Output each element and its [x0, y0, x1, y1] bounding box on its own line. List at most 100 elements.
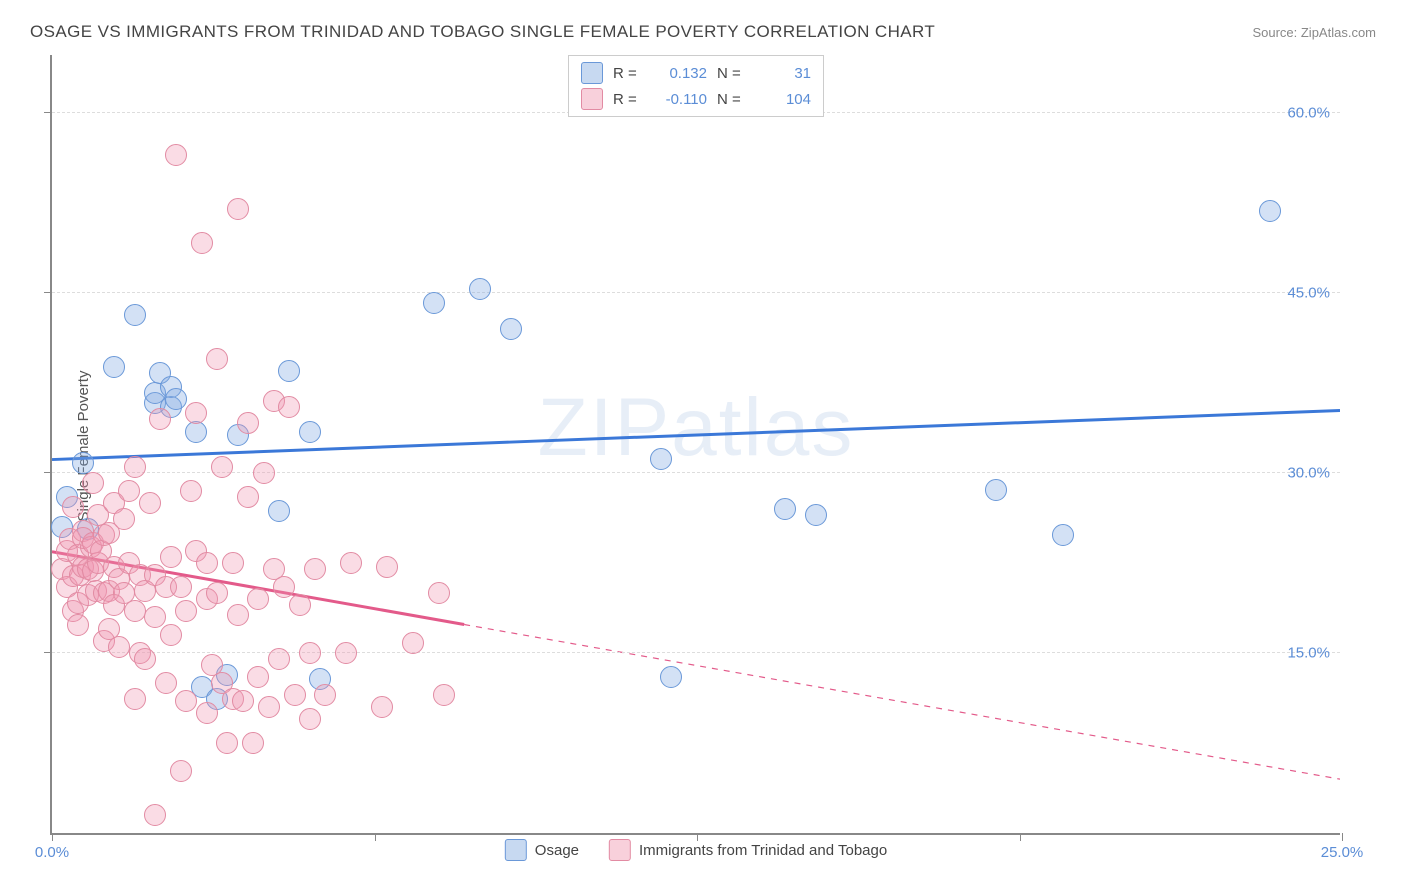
data-point	[278, 396, 300, 418]
y-tick-label: 30.0%	[1287, 465, 1330, 482]
legend-r-value: -0.110	[655, 91, 707, 108]
data-point	[299, 421, 321, 443]
data-point	[113, 508, 135, 530]
series-legend: Osage Immigrants from Trinidad and Tobago	[505, 839, 887, 861]
data-point	[284, 684, 306, 706]
gridline	[52, 292, 1340, 293]
data-point	[237, 486, 259, 508]
data-point	[268, 500, 290, 522]
legend-n-value: 31	[759, 65, 811, 82]
correlation-legend: R =0.132N =31R =-0.110N =104	[568, 55, 824, 117]
legend-n-label: N =	[717, 65, 749, 82]
legend-series-label: Immigrants from Trinidad and Tobago	[639, 842, 887, 859]
legend-swatch	[505, 839, 527, 861]
x-tick-mark	[1342, 833, 1343, 841]
data-point	[67, 614, 89, 636]
regression-lines	[52, 55, 1340, 833]
y-tick-label: 45.0%	[1287, 285, 1330, 302]
data-point	[650, 448, 672, 470]
data-point	[124, 688, 146, 710]
data-point	[304, 558, 326, 580]
chart-container: OSAGE VS IMMIGRANTS FROM TRINIDAD AND TO…	[0, 0, 1406, 892]
data-point	[160, 624, 182, 646]
legend-item: Osage	[505, 839, 579, 861]
data-point	[103, 356, 125, 378]
data-point	[206, 582, 228, 604]
title-bar: OSAGE VS IMMIGRANTS FROM TRINIDAD AND TO…	[30, 22, 1376, 42]
data-point	[805, 504, 827, 526]
legend-swatch	[581, 62, 603, 84]
data-point	[232, 690, 254, 712]
x-tick-mark	[697, 833, 698, 841]
data-point	[428, 582, 450, 604]
data-point	[170, 576, 192, 598]
data-point	[469, 278, 491, 300]
data-point	[268, 648, 290, 670]
legend-swatch	[581, 88, 603, 110]
data-point	[227, 198, 249, 220]
legend-r-label: R =	[613, 91, 645, 108]
data-point	[227, 604, 249, 626]
legend-series-label: Osage	[535, 842, 579, 859]
legend-swatch	[609, 839, 631, 861]
data-point	[82, 472, 104, 494]
legend-row: R =0.132N =31	[581, 60, 811, 86]
legend-n-label: N =	[717, 91, 749, 108]
x-tick-label: 0.0%	[35, 844, 69, 861]
gridline	[52, 652, 1340, 653]
data-point	[278, 360, 300, 382]
data-point	[165, 144, 187, 166]
data-point	[371, 696, 393, 718]
data-point	[1052, 524, 1074, 546]
data-point	[206, 348, 228, 370]
data-point	[1259, 200, 1281, 222]
data-point	[134, 648, 156, 670]
legend-n-value: 104	[759, 91, 811, 108]
data-point	[175, 600, 197, 622]
data-point	[774, 498, 796, 520]
data-point	[144, 804, 166, 826]
data-point	[247, 666, 269, 688]
data-point	[139, 492, 161, 514]
data-point	[660, 666, 682, 688]
chart-title: OSAGE VS IMMIGRANTS FROM TRINIDAD AND TO…	[30, 22, 935, 42]
data-point	[253, 462, 275, 484]
data-point	[196, 552, 218, 574]
data-point	[340, 552, 362, 574]
data-point	[376, 556, 398, 578]
data-point	[124, 600, 146, 622]
data-point	[247, 588, 269, 610]
data-point	[165, 388, 187, 410]
data-point	[170, 760, 192, 782]
data-point	[314, 684, 336, 706]
y-tick-mark	[44, 652, 52, 653]
data-point	[149, 408, 171, 430]
x-tick-mark	[1020, 833, 1021, 841]
data-point	[185, 421, 207, 443]
data-point	[299, 708, 321, 730]
x-tick-mark	[52, 833, 53, 841]
y-tick-label: 15.0%	[1287, 645, 1330, 662]
data-point	[335, 642, 357, 664]
data-point	[222, 552, 244, 574]
data-point	[185, 402, 207, 424]
x-tick-label: 25.0%	[1321, 844, 1364, 861]
data-point	[108, 636, 130, 658]
data-point	[118, 480, 140, 502]
data-point	[299, 642, 321, 664]
legend-r-label: R =	[613, 65, 645, 82]
data-point	[175, 690, 197, 712]
data-point	[124, 456, 146, 478]
data-point	[289, 594, 311, 616]
y-tick-mark	[44, 472, 52, 473]
legend-item: Immigrants from Trinidad and Tobago	[609, 839, 887, 861]
y-tick-label: 60.0%	[1287, 105, 1330, 122]
data-point	[985, 479, 1007, 501]
data-point	[124, 304, 146, 326]
y-tick-mark	[44, 292, 52, 293]
data-point	[196, 702, 218, 724]
data-point	[500, 318, 522, 340]
data-point	[402, 632, 424, 654]
y-tick-mark	[44, 112, 52, 113]
legend-row: R = -0.110 N = 104	[581, 86, 811, 112]
